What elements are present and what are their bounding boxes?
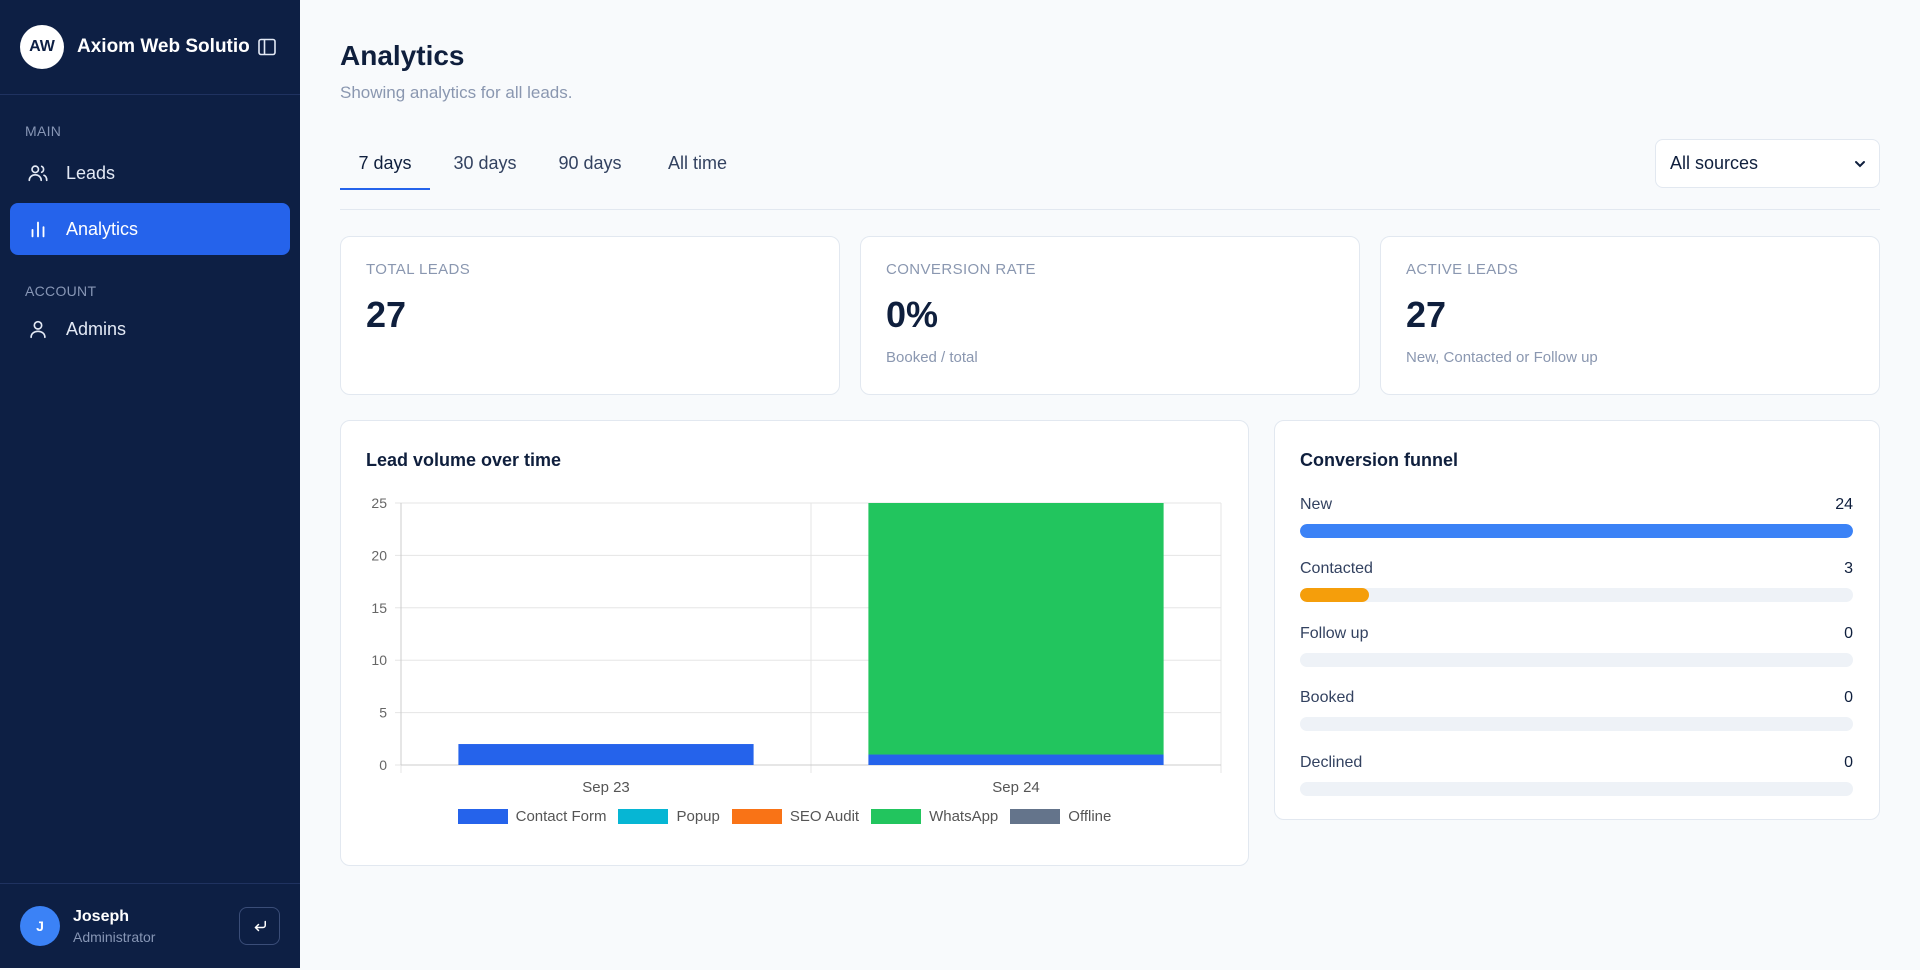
- bar-segment: [458, 744, 754, 765]
- stat-card-active-leads: ACTIVE LEADS 27 New, Contacted or Follow…: [1380, 236, 1880, 395]
- funnel-label: Declined: [1300, 754, 1363, 771]
- brand-name: Axiom Web Solutions: [77, 36, 249, 57]
- bar-segment: [868, 503, 1164, 755]
- legend-swatch: [457, 809, 508, 824]
- funnel-value: 0: [1844, 689, 1853, 706]
- user-name: Joseph: [73, 907, 130, 925]
- bar-chart-icon: [26, 217, 50, 241]
- funnel-value: 0: [1844, 625, 1853, 642]
- sidebar-item-label: Admins: [66, 318, 127, 339]
- source-select-value: All sources: [1670, 153, 1759, 173]
- card-title: Conversion funnel: [1300, 450, 1459, 470]
- legend-swatch: [871, 809, 922, 824]
- funnel-fill: [1300, 524, 1853, 538]
- range-tabs: 7 days 30 days 90 days All time: [340, 140, 1880, 210]
- bar-segment: [868, 754, 1164, 765]
- legend-label: Offline: [1068, 808, 1112, 825]
- stat-card-total-leads: TOTAL LEADS 27: [340, 236, 840, 395]
- legend-item[interactable]: Contact Form: [457, 808, 607, 825]
- funnel-track: [1300, 717, 1853, 731]
- x-tick-label: Sep 23: [582, 779, 630, 796]
- legend-swatch: [731, 809, 782, 824]
- funnel-label: Contacted: [1300, 560, 1373, 577]
- sidebar-item-analytics[interactable]: Analytics: [10, 203, 290, 255]
- tab-30-days[interactable]: 30 days: [453, 153, 517, 173]
- sidebar-item-leads[interactable]: Leads: [10, 147, 290, 199]
- sidebar-item-admins[interactable]: Admins: [10, 303, 290, 355]
- stat-label: CONVERSION RATE: [886, 261, 1036, 278]
- chart-legend: Contact Form Popup SEO Audit WhatsApp Offlin…: [341, 808, 1228, 825]
- page-title: Analytics: [340, 40, 465, 71]
- funnel-label: New: [1300, 496, 1333, 513]
- stat-card-conversion-rate: CONVERSION RATE 0% Booked / total: [860, 236, 1360, 395]
- users-icon: [26, 161, 50, 185]
- sidebar-item-label: Leads: [66, 162, 116, 183]
- legend-label: SEO Audit: [789, 808, 860, 825]
- sidebar: AW Axiom Web Solutions MAIN Leads Analyt…: [0, 0, 300, 968]
- lead-volume-card: Lead volume over time 0 5 10 15 20 25 Sep 23 Se…: [340, 420, 1249, 866]
- conversion-funnel-card: Conversion funnel New 24 Contacted 3 Follo…: [1274, 420, 1880, 820]
- logout-icon: [254, 920, 266, 932]
- funnel-label: Booked: [1300, 689, 1355, 706]
- funnel-row-declined: Declined 0: [1300, 754, 1853, 796]
- brand-header: AW Axiom Web Solutions: [0, 0, 300, 95]
- tab-all-time[interactable]: All time: [667, 153, 727, 173]
- stat-value: 0%: [886, 294, 939, 335]
- card-title: Lead volume over time: [366, 450, 562, 470]
- y-tick-label: 10: [371, 652, 387, 668]
- funnel-row-contacted: Contacted 3: [1300, 560, 1853, 602]
- legend-item[interactable]: Popup: [618, 808, 720, 825]
- legend-item[interactable]: Offline: [1010, 808, 1111, 825]
- y-tick-label: 25: [371, 495, 387, 511]
- funnel-track: [1300, 653, 1853, 667]
- x-tick-label: Sep 24: [992, 779, 1040, 796]
- source-select[interactable]: All sources: [1655, 139, 1880, 188]
- y-tick-label: 20: [371, 547, 387, 563]
- legend-swatch: [1010, 809, 1061, 824]
- funnel-label: Follow up: [1300, 625, 1369, 642]
- legend-label: Popup: [676, 808, 720, 825]
- user-panel: J Joseph Administrator: [0, 883, 300, 968]
- nav-section-main: MAIN: [25, 123, 62, 139]
- funnel-value: 3: [1844, 560, 1853, 577]
- stat-caption: New, Contacted or Follow up: [1406, 349, 1598, 366]
- legend-label: WhatsApp: [929, 808, 999, 825]
- stat-value: 27: [366, 294, 407, 335]
- y-tick-label: 0: [379, 757, 387, 773]
- lead-volume-chart: 0 5 10 15 20 25 Sep 23 Sep 24: [371, 495, 1222, 796]
- sidebar-toggle-icon[interactable]: [255, 35, 279, 59]
- funnel-track: [1300, 524, 1853, 538]
- y-tick-label: 5: [379, 705, 387, 721]
- page-subtitle: Showing analytics for all leads.: [340, 83, 573, 102]
- sidebar-item-label: Analytics: [66, 218, 139, 239]
- stat-value: 27: [1406, 294, 1447, 335]
- funnel-value: 0: [1844, 754, 1853, 771]
- user-role: Administrator: [73, 928, 156, 945]
- funnel-fill: [1300, 588, 1370, 602]
- user-icon: [26, 317, 50, 341]
- tab-7-days[interactable]: 7 days: [340, 140, 430, 190]
- brand-avatar: AW: [20, 25, 64, 69]
- stat-label: ACTIVE LEADS: [1406, 261, 1519, 278]
- stat-label: TOTAL LEADS: [366, 261, 471, 278]
- nav-section-account: ACCOUNT: [25, 283, 97, 299]
- stat-caption: Booked / total: [886, 349, 978, 366]
- tab-90-days[interactable]: 90 days: [558, 153, 622, 173]
- legend-swatch: [618, 809, 669, 824]
- legend-item[interactable]: WhatsApp: [871, 808, 998, 825]
- logout-button[interactable]: [239, 907, 280, 945]
- legend-item[interactable]: SEO Audit: [731, 808, 860, 825]
- funnel-track: [1300, 588, 1853, 602]
- avatar: J: [20, 906, 60, 946]
- funnel-value: 24: [1835, 496, 1853, 513]
- funnel-track: [1300, 782, 1853, 796]
- y-tick-label: 15: [371, 600, 387, 616]
- funnel-row-new: New 24: [1300, 496, 1853, 538]
- legend-label: Contact Form: [515, 808, 607, 825]
- chevron-down-icon: [1855, 160, 1865, 167]
- funnel-row-follow-up: Follow up 0: [1300, 625, 1853, 667]
- funnel-row-booked: Booked 0: [1300, 689, 1853, 731]
